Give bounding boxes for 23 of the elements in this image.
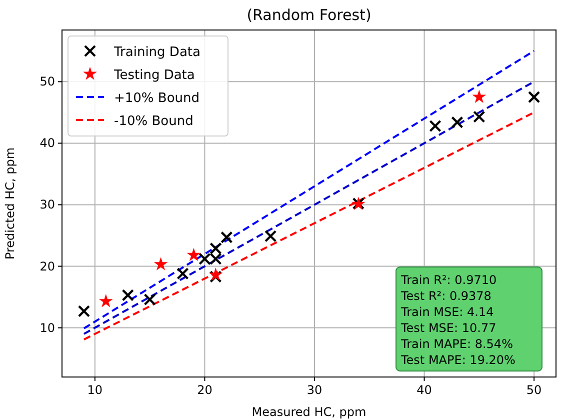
annotation: Test MAPE: 19.20% (400, 353, 516, 367)
y-tick-label: 40 (40, 136, 55, 150)
y-axis-title: Predicted HC, ppm (3, 147, 17, 260)
legend-label: -10% Bound (114, 114, 194, 129)
annotation: Train R²: 0.9710 (400, 273, 497, 287)
y-tick-label: 20 (40, 259, 55, 274)
x-tick-label: 30 (306, 383, 322, 397)
annotation: Test R²: 0.9378 (400, 289, 492, 303)
y-tick-label: 50 (40, 74, 55, 89)
y-tick-label: 30 (40, 198, 55, 212)
x-axis-title: Measured HC, ppm (252, 405, 366, 419)
x-tick-label: 10 (87, 383, 103, 397)
x-tick-label: 20 (197, 383, 212, 397)
chart-title: (Random Forest) (246, 6, 372, 24)
x-tick-label: 50 (526, 383, 542, 397)
annotation: Train MSE: 4.14 (400, 305, 494, 319)
x-tick-label: 40 (416, 383, 432, 397)
annotation: Test MSE: 10.77 (400, 321, 496, 335)
annotation: Train MAPE: 8.54% (400, 337, 513, 351)
y-tick-label: 10 (40, 320, 55, 335)
legend-label: Testing Data (113, 68, 195, 83)
legend-label: Training Data (113, 45, 200, 60)
legend-label: +10% Bound (114, 91, 200, 106)
